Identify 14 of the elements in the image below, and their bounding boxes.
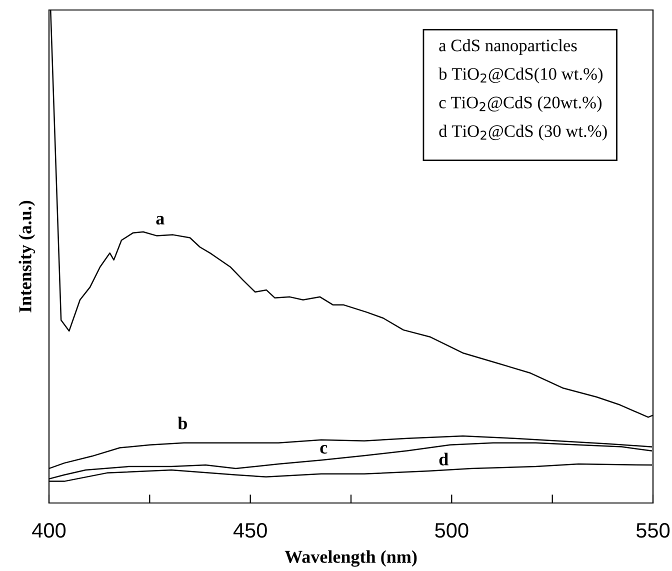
x-tick-label: 400 xyxy=(32,522,66,538)
annotation: d TiO$_{2}$@CdS (30 wt.%) xyxy=(439,124,607,141)
x-axis-title: Wavelength (nm) xyxy=(284,550,417,567)
series-label: d xyxy=(439,452,448,466)
x-tick-label: 450 xyxy=(233,522,267,538)
series-label: b xyxy=(178,416,187,430)
annotation: a CdS nanoparticles xyxy=(439,39,577,55)
y-axis-title: Intensity (a.u.) xyxy=(18,200,36,312)
x-tick-label: 500 xyxy=(435,522,468,538)
series-label: c xyxy=(320,445,328,454)
annotation: b TiO$_{2}$@CdS(10 wt.%) xyxy=(438,68,603,84)
x-tick-label: 550 xyxy=(636,522,670,538)
series-label: a xyxy=(156,216,164,225)
annotation: c TiO$_{2}$@CdS (20wt.%) xyxy=(439,96,602,112)
